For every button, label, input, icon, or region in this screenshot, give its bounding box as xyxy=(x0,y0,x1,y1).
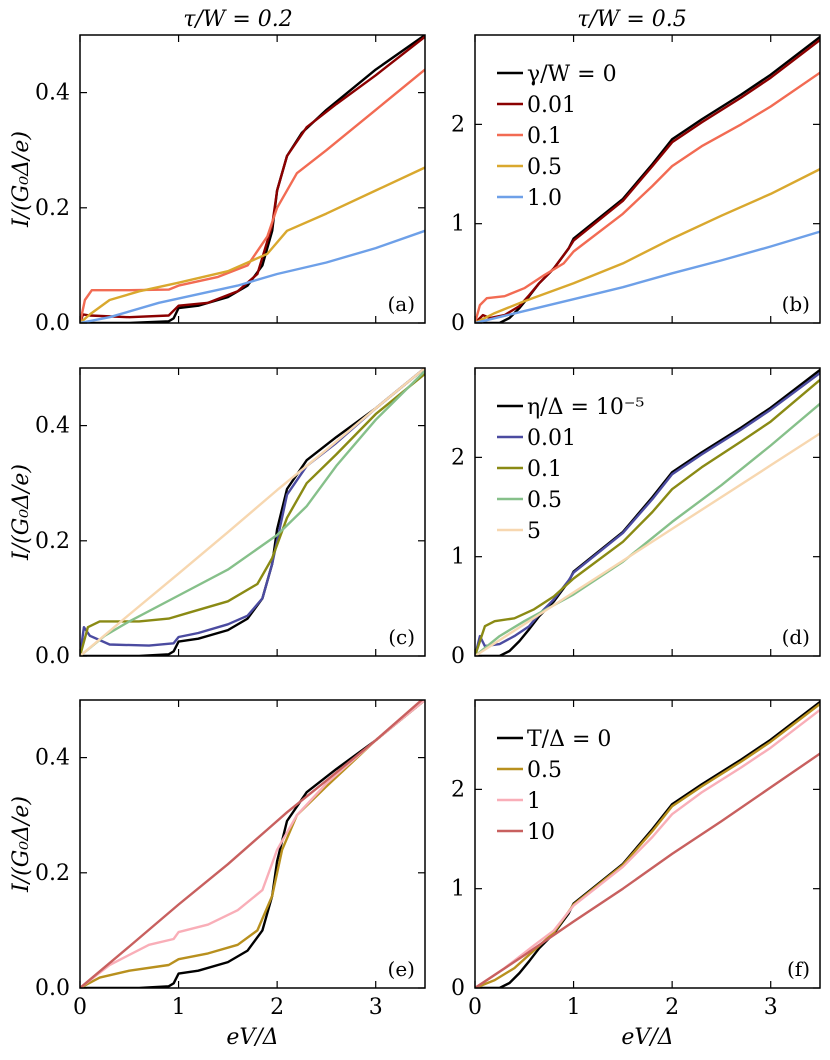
series-line xyxy=(475,378,820,656)
y-axis-label: I/(G₀Δ/e) xyxy=(9,131,34,228)
y-tick-label: 2 xyxy=(451,777,465,802)
column-title-right: τ/W = 0.5 xyxy=(577,7,687,32)
series-line xyxy=(80,368,425,656)
y-tick-label: 0.0 xyxy=(35,644,70,669)
legend-label: 0.01 xyxy=(527,93,576,118)
panel-label: (a) xyxy=(387,292,415,316)
y-tick-label: 2 xyxy=(451,445,465,470)
y-tick-label: 1 xyxy=(451,545,465,570)
panel-label: (b) xyxy=(782,292,810,316)
panel-d: 0 1 2 (d) η/Δ = 10⁻⁵ 0.01 0.1 0.5 5 xyxy=(451,367,821,669)
legend: T/Δ = 0 0.5 1 10 xyxy=(497,727,611,845)
y-tick-label: 1 xyxy=(451,212,465,237)
legend-label: 1.0 xyxy=(527,186,562,211)
y-tick-label: 0 xyxy=(451,311,465,336)
x-tick-label: 1 xyxy=(567,995,581,1020)
panel-label: (e) xyxy=(388,957,415,981)
panel-a: 0.0 0.2 0.4 (a) I/(G₀Δ/e) xyxy=(9,34,426,336)
plot-frame xyxy=(474,34,821,324)
series-group xyxy=(80,368,425,656)
y-tick-label: 0 xyxy=(451,976,465,1001)
x-tick-label: 1 xyxy=(172,995,186,1020)
y-tick-label: 0.0 xyxy=(35,311,70,336)
legend-label: 1 xyxy=(527,789,541,814)
x-axis-label: eV/Δ xyxy=(226,1025,278,1050)
legend: γ/W = 0 0.01 0.1 0.5 1.0 xyxy=(497,62,617,211)
y-tick-label: 0.2 xyxy=(35,861,70,886)
series-line xyxy=(80,166,425,323)
legend-label: γ/W = 0 xyxy=(527,62,617,87)
plot-frame xyxy=(79,699,426,989)
panel-label: (c) xyxy=(388,625,415,649)
legend-label: 0.5 xyxy=(527,488,562,513)
series-line xyxy=(80,68,425,323)
x-tick-label: 3 xyxy=(369,995,383,1020)
series-line xyxy=(475,702,820,988)
x-tick-label: 0 xyxy=(73,995,87,1020)
x-tick-label: 3 xyxy=(764,995,778,1020)
series-line xyxy=(80,700,425,988)
series-line xyxy=(475,71,820,323)
plot-frame xyxy=(474,367,821,657)
legend-label: 0.5 xyxy=(527,155,562,180)
series-group xyxy=(475,35,820,323)
x-tick-label: 2 xyxy=(665,995,679,1020)
y-tick-label: 0.2 xyxy=(35,529,70,554)
legend-label: 0.5 xyxy=(527,758,562,783)
series-line xyxy=(475,752,820,988)
series-line xyxy=(80,700,425,988)
panel-label: (d) xyxy=(782,625,810,649)
y-tick-label: 1 xyxy=(451,877,465,902)
legend-label: T/Δ = 0 xyxy=(527,727,611,752)
x-tick-label: 2 xyxy=(270,995,284,1020)
plot-frame xyxy=(474,699,821,989)
y-tick-label: 0.4 xyxy=(35,81,70,106)
plot-frame xyxy=(79,34,426,324)
x-tick-label: 0 xyxy=(468,995,482,1020)
y-axis-label: I/(G₀Δ/e) xyxy=(9,464,34,561)
series-line xyxy=(80,700,425,988)
legend-label: 10 xyxy=(527,820,555,845)
series-line xyxy=(80,700,424,988)
series-line xyxy=(80,372,425,656)
panel-c: 0.0 0.2 0.4 (c) I/(G₀Δ/e) xyxy=(9,367,426,669)
series-group xyxy=(475,700,820,988)
panel-b: 0 1 2 (b) γ/W = 0 0.01 0.1 0.5 1.0 xyxy=(451,34,821,336)
y-tick-label: 2 xyxy=(451,112,465,137)
panel-label: (f) xyxy=(787,957,810,981)
panel-e: 0 1 2 3 0.0 0.2 0.4 (e) I/(G₀Δ/e) eV/Δ xyxy=(9,699,426,1050)
legend-label: 0.1 xyxy=(527,124,562,149)
x-axis-label: eV/Δ xyxy=(621,1025,673,1050)
y-tick-label: 0.4 xyxy=(35,746,70,771)
legend-label: 0.01 xyxy=(527,426,576,451)
legend-label: 0.1 xyxy=(527,457,562,482)
y-tick-label: 0.2 xyxy=(35,196,70,221)
series-group xyxy=(475,368,820,656)
y-tick-label: 0.4 xyxy=(35,414,70,439)
series-line xyxy=(475,230,820,323)
column-title-left: τ/W = 0.2 xyxy=(183,7,293,32)
series-line xyxy=(475,708,820,988)
legend: η/Δ = 10⁻⁵ 0.01 0.1 0.5 5 xyxy=(497,395,644,544)
legend-label: 5 xyxy=(527,519,541,544)
panels: 0.00.20.4(a)I/(G₀Δ/e)012(b)γ/W = 00.010.… xyxy=(9,34,821,1050)
y-tick-label: 0.0 xyxy=(35,976,70,1001)
series-line xyxy=(475,371,820,656)
series-group xyxy=(80,35,425,323)
panel-f: 0 1 2 3 0 1 2 (f) eV/Δ T/Δ = 0 0.5 1 10 xyxy=(451,699,821,1050)
series-line xyxy=(80,229,425,323)
plot-frame xyxy=(79,367,426,657)
y-tick-label: 0 xyxy=(451,644,465,669)
legend-label: η/Δ = 10⁻⁵ xyxy=(527,395,644,420)
series-line xyxy=(80,369,425,656)
y-axis-label: I/(G₀Δ/e) xyxy=(9,796,34,893)
series-line xyxy=(475,432,820,656)
series-group xyxy=(80,700,425,988)
series-line xyxy=(475,167,820,323)
